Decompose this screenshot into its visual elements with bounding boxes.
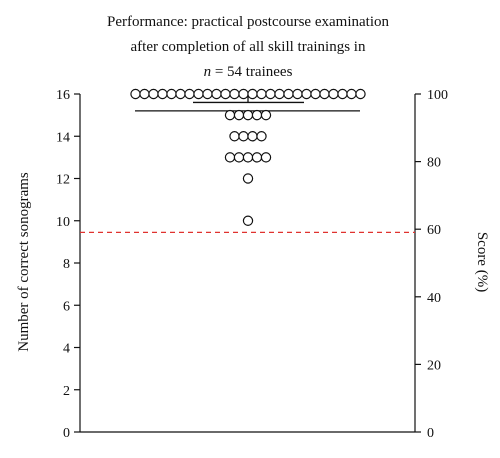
right-y-axis: 0 20 40 60 80 100 <box>414 88 448 441</box>
data-point-y16-2 <box>139 88 150 100</box>
chart-title-line-3: n = 54 trainees <box>204 64 293 80</box>
data-point-y15-4 <box>251 109 263 121</box>
data-point-y16-17 <box>274 88 285 100</box>
data-point-y16-24 <box>337 88 348 100</box>
data-point-y16-14 <box>247 88 258 100</box>
left-tick-label-16: 16 <box>56 88 70 103</box>
left-tick-label-10: 10 <box>56 215 70 230</box>
data-point-y16-9 <box>202 88 213 100</box>
data-point-y16-15 <box>256 88 267 100</box>
left-tick-label-0: 0 <box>63 426 70 441</box>
data-point-y16-13 <box>238 88 249 100</box>
data-point-y13-4 <box>251 152 263 163</box>
data-point-y13-2 <box>233 152 245 163</box>
data-point-y16-3 <box>148 88 159 100</box>
chart-title-line-1: Performance: practical postcourse examin… <box>107 14 389 30</box>
right-tick-label-60: 60 <box>427 223 441 238</box>
data-point-y16-10 <box>211 88 222 100</box>
data-point-y13-5 <box>260 152 272 163</box>
data-point-y15-3 <box>242 109 254 121</box>
data-point-y16-6 <box>175 88 186 100</box>
right-tick-label-100: 100 <box>427 88 448 103</box>
left-tick-label-8: 8 <box>63 257 70 272</box>
data-point-y14-2 <box>238 131 249 142</box>
data-point-y14-4 <box>256 131 267 142</box>
data-point-y16-20 <box>301 88 312 100</box>
data-point-y14-1 <box>229 131 240 142</box>
data-point-y16-18 <box>283 88 294 100</box>
data-point-y16-4 <box>157 88 168 100</box>
data-point-y12-1 <box>242 173 254 184</box>
right-tick-label-40: 40 <box>427 291 441 306</box>
data-point-y13-1 <box>224 152 236 163</box>
data-point-y13-3 <box>242 152 254 163</box>
data-point-y15-2 <box>233 109 245 121</box>
data-point-y16-19 <box>292 88 303 100</box>
chart-title-n-rest: = 54 trainees <box>211 64 293 80</box>
chart-title-line-2: after completion of all skill trainings … <box>131 39 366 55</box>
data-point-y16-7 <box>184 88 195 100</box>
data-points <box>130 88 366 226</box>
left-y-axis: 0 2 4 6 8 10 12 14 16 <box>56 88 81 441</box>
data-point-y16-1 <box>130 88 141 100</box>
data-point-y16-8 <box>193 88 204 100</box>
right-tick-label-20: 20 <box>427 358 441 373</box>
data-point-y16-16 <box>265 88 276 100</box>
left-tick-label-14: 14 <box>56 130 70 145</box>
data-point-y15-1 <box>224 109 236 121</box>
chart-title-n: n <box>204 64 212 80</box>
right-tick-label-80: 80 <box>427 156 441 171</box>
left-tick-label-6: 6 <box>63 299 70 314</box>
data-point-y10-1 <box>242 215 254 226</box>
data-point-y16-23 <box>328 88 339 100</box>
y-axis-title: Number of correct sonograms <box>16 172 32 352</box>
right-tick-label-0: 0 <box>427 426 434 441</box>
data-point-y16-21 <box>310 88 321 100</box>
data-point-y16-22 <box>319 88 330 100</box>
data-point-y16-12 <box>229 88 240 100</box>
data-point-y15-5 <box>260 109 272 121</box>
data-point-y16-5 <box>166 88 177 100</box>
data-point-y16-26 <box>355 88 366 100</box>
y2-axis-title: Score (%) <box>474 232 490 292</box>
data-point-y16-11 <box>220 88 231 100</box>
left-tick-label-2: 2 <box>63 384 70 399</box>
data-point-y14-3 <box>247 131 258 142</box>
left-tick-label-4: 4 <box>63 342 70 357</box>
left-tick-label-12: 12 <box>56 173 70 188</box>
data-point-y16-25 <box>346 88 357 100</box>
